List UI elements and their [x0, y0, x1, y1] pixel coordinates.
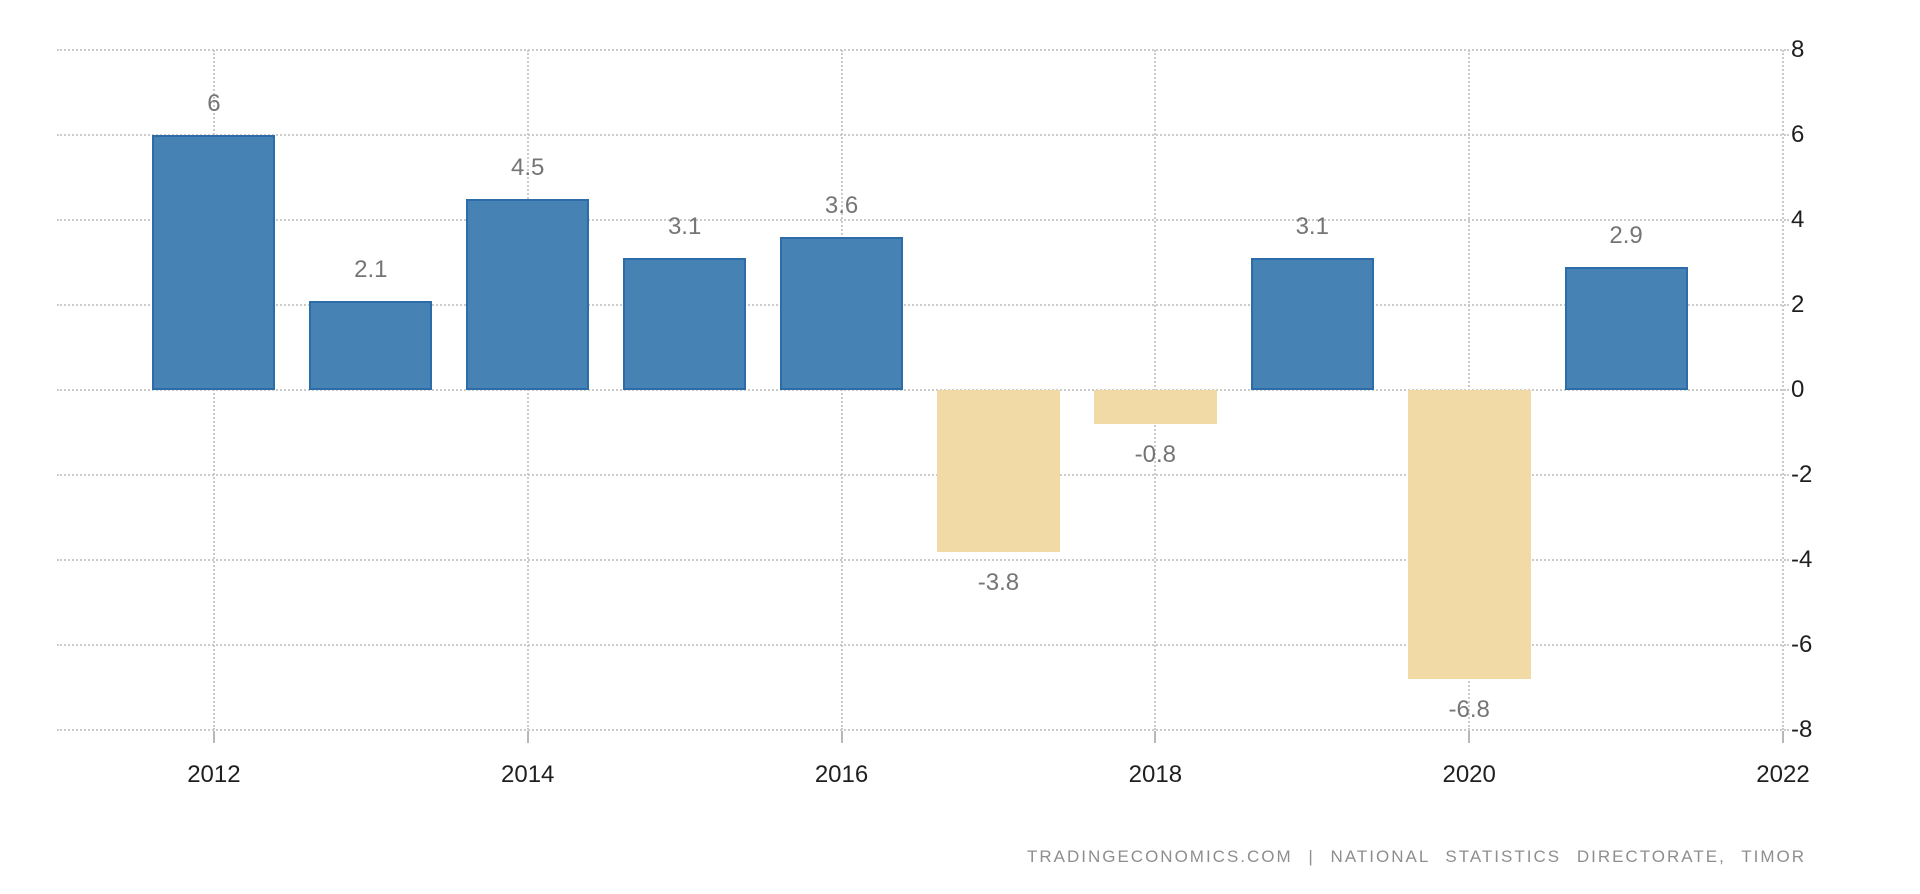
- x-axis-label: 2018: [1128, 761, 1183, 788]
- bar-2012[interactable]: [152, 135, 276, 390]
- y-axis-label: 0: [1791, 376, 1805, 403]
- x-axis-tick: [1154, 731, 1157, 743]
- x-axis-tick: [212, 731, 215, 743]
- y-axis-label: -2: [1791, 461, 1813, 488]
- bar-2014[interactable]: [466, 198, 590, 390]
- y-gridline: [57, 729, 1789, 731]
- bar-value-label: -3.8: [977, 568, 1020, 596]
- y-gridline: [57, 389, 1789, 391]
- bar-2017[interactable]: [936, 390, 1060, 552]
- x-axis-label: 2014: [501, 761, 555, 788]
- y-gridline: [57, 644, 1789, 646]
- x-axis-label: 2022: [1756, 761, 1810, 788]
- y-gridline: [57, 304, 1789, 306]
- x-axis-tick: [1468, 731, 1471, 743]
- x-gridline: [526, 50, 529, 730]
- x-gridline: [840, 50, 843, 730]
- bar-2021[interactable]: [1564, 266, 1688, 390]
- y-axis-label: 6: [1791, 121, 1805, 148]
- x-gridline: [1782, 50, 1784, 730]
- bar-2016[interactable]: [780, 237, 904, 390]
- bar-2018[interactable]: [1093, 390, 1217, 424]
- bar-value-label: 6: [207, 90, 221, 117]
- y-axis-label: 2: [1791, 291, 1805, 318]
- y-gridline: [57, 134, 1789, 136]
- chart-attribution: TRADINGECONOMICS.COM | NATIONAL STATISTI…: [1026, 847, 1806, 866]
- bar-value-label: -0.8: [1134, 441, 1177, 468]
- y-axis-label: 4: [1791, 206, 1805, 233]
- x-axis-tick: [526, 731, 529, 743]
- x-axis-label: 2012: [187, 761, 241, 788]
- y-axis-label: -8: [1791, 716, 1813, 743]
- x-axis-label: 2020: [1442, 761, 1496, 788]
- bar-2015[interactable]: [623, 258, 747, 390]
- y-axis-label: 8: [1791, 36, 1805, 63]
- bar-value-label: 3.1: [667, 213, 702, 241]
- bar-value-label: 3.1: [1295, 213, 1329, 241]
- bar-value-label: 3.6: [824, 192, 859, 219]
- x-axis-tick: [840, 731, 843, 743]
- bar-value-label: 2.9: [1609, 221, 1643, 249]
- x-axis-tick: [1782, 731, 1784, 743]
- y-axis-label: -6: [1791, 631, 1813, 658]
- bar-value-label: 4.5: [511, 153, 545, 181]
- y-gridline: [57, 219, 1789, 221]
- x-axis-label: 2016: [814, 761, 869, 788]
- y-axis-label: -4: [1791, 546, 1813, 573]
- bar-value-label: -6.8: [1448, 696, 1490, 723]
- y-gridline: [57, 49, 1789, 51]
- bar-2020[interactable]: [1407, 390, 1531, 679]
- y-gridline: [57, 474, 1789, 476]
- y-gridline: [57, 559, 1789, 561]
- bar-2013[interactable]: [309, 300, 433, 390]
- bar-value-label: 2.1: [354, 255, 388, 283]
- bar-2019[interactable]: [1250, 258, 1374, 390]
- x-gridline: [212, 50, 215, 730]
